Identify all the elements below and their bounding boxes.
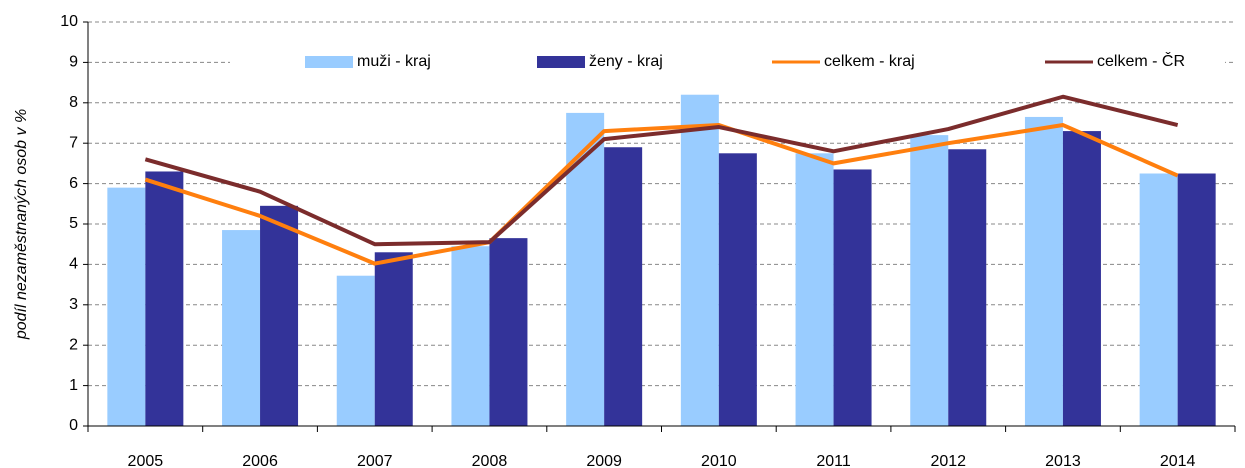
y-tick-label: 5: [69, 215, 78, 232]
x-tick-label: 2007: [357, 453, 393, 468]
legend-label: celkem - kraj: [824, 53, 915, 70]
bar: [222, 230, 261, 426]
x-tick-label: 2014: [1160, 453, 1196, 468]
y-axis-label: podíl nezaměstnaných osob v %: [13, 109, 30, 340]
bar: [451, 246, 490, 426]
bar: [145, 171, 184, 426]
x-tick-label: 2006: [242, 453, 278, 468]
y-tick-label: 0: [69, 417, 78, 434]
y-tick-label: 8: [69, 94, 78, 111]
legend-swatch: [305, 56, 353, 68]
bar: [1062, 131, 1101, 426]
bar: [604, 147, 643, 427]
y-tick-label: 4: [69, 256, 78, 273]
bar: [1024, 116, 1063, 426]
bar: [107, 187, 146, 426]
y-tick-label: 7: [69, 134, 78, 151]
legend-label: muži - kraj: [357, 53, 431, 70]
bar: [336, 275, 375, 426]
y-tick-label: 10: [60, 13, 78, 30]
legend-label: celkem - ČR: [1097, 51, 1185, 70]
legend-label: ženy - kraj: [589, 53, 663, 70]
legend-swatch: [537, 56, 585, 68]
bar: [833, 169, 872, 426]
x-tick-label: 2012: [930, 453, 966, 468]
y-tick-label: 6: [69, 175, 78, 192]
bar: [910, 135, 949, 426]
bar: [680, 94, 719, 426]
bar: [718, 153, 757, 427]
bar: [374, 252, 413, 426]
y-tick-label: 9: [69, 54, 78, 71]
bar: [1177, 173, 1216, 426]
bar: [795, 153, 834, 427]
x-tick-label: 2013: [1045, 453, 1081, 468]
bar: [1139, 173, 1178, 426]
x-tick-label: 2011: [816, 453, 851, 468]
bar: [260, 205, 299, 426]
bar: [948, 149, 987, 426]
y-tick-label: 1: [69, 377, 78, 394]
line: [144, 123, 1179, 266]
line: [144, 94, 1179, 247]
bar: [489, 238, 528, 426]
y-tick-label: 2: [69, 336, 78, 353]
x-tick-label: 2005: [128, 453, 164, 468]
x-tick-label: 2008: [472, 453, 508, 468]
y-tick-label: 3: [69, 296, 78, 313]
x-tick-label: 2010: [701, 453, 737, 468]
x-tick-label: 2009: [586, 453, 622, 468]
